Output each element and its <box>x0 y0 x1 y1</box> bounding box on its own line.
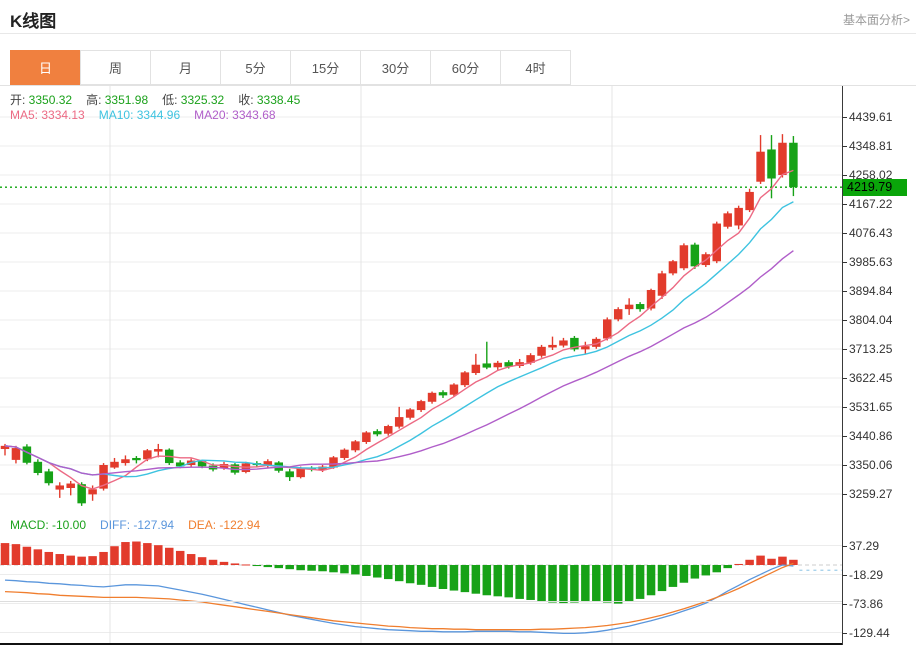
y-axis-tick <box>842 320 847 321</box>
fundamental-analysis-link[interactable]: 基本面分析> <box>842 13 910 27</box>
y-axis-label: -73.86 <box>849 596 884 611</box>
y-axis-label: -129.44 <box>849 625 890 640</box>
low-readout: 低: 3325.32 <box>162 93 225 107</box>
macd-chart <box>0 515 842 645</box>
y-axis-label: 3350.06 <box>849 458 893 472</box>
tabbar-underline <box>0 85 916 86</box>
close-readout: 收: 3338.45 <box>238 93 301 107</box>
tab-30min[interactable]: 30分 <box>360 50 431 85</box>
y-axis-label: 3440.86 <box>849 429 893 443</box>
ma10-readout: MA10: 3344.96 <box>98 108 181 122</box>
y-axis-tick <box>842 574 847 576</box>
y-axis-label: 4348.81 <box>849 139 893 153</box>
current-price-tag: 4219.79 <box>843 178 907 196</box>
y-axis-tick <box>842 407 847 408</box>
y-axis-tick <box>842 465 847 466</box>
y-axis-label: 3531.65 <box>849 400 893 414</box>
open-readout: 开: 3350.32 <box>10 93 73 107</box>
y-axis-tick <box>842 545 847 547</box>
candlestick-chart <box>0 86 842 515</box>
y-axis-tick <box>842 291 847 292</box>
tab-15min[interactable]: 15分 <box>290 50 361 85</box>
y-axis-label: 3622.45 <box>849 371 893 385</box>
y-axis-tick <box>842 262 847 263</box>
y-axis-tick <box>842 632 847 634</box>
y-axis-tick <box>842 175 847 176</box>
ohlc-info-row: 开: 3350.32 高: 3351.98 低: 3325.32 收: 3338.45 <box>10 91 314 108</box>
y-axis-label: -18.29 <box>849 567 884 582</box>
high-readout: 高: 3351.98 <box>86 93 149 107</box>
y-axis-label: 4439.61 <box>849 110 893 124</box>
y-axis-label: 3985.63 <box>849 255 893 269</box>
y-axis-tick <box>842 349 847 350</box>
ma5-readout: MA5: 3334.13 <box>10 108 85 122</box>
y-axis-tick <box>842 233 847 234</box>
y-axis-label: 4258.02 <box>849 168 893 182</box>
y-axis-tick <box>842 378 847 379</box>
y-axis-label: 37.29 <box>849 538 880 553</box>
y-axis-spine <box>842 86 843 645</box>
y-axis-tick <box>842 494 847 495</box>
y-axis-tick <box>842 436 847 437</box>
y-axis-tick <box>842 603 847 605</box>
y-axis-label: 3259.27 <box>849 487 893 501</box>
tab-month[interactable]: 月 <box>150 50 221 85</box>
macd-info-row: MACD: -10.00 DIFF: -127.94 DEA: -122.94 <box>10 518 274 532</box>
tab-week[interactable]: 周 <box>80 50 151 85</box>
y-axis-label: 3713.25 <box>849 342 893 356</box>
pane-separator <box>0 601 842 602</box>
diff-readout: DIFF: -127.94 <box>100 518 175 532</box>
tab-60min[interactable]: 60分 <box>430 50 501 85</box>
ma-info-row: MA5: 3334.13 MA10: 3344.96 MA20: 3343.68 <box>10 108 290 122</box>
tab-5min[interactable]: 5分 <box>220 50 291 85</box>
page-title: K线图 <box>10 12 57 31</box>
macd-readout: MACD: -10.00 <box>10 518 87 532</box>
y-axis-label: 3894.84 <box>849 284 893 298</box>
y-axis-label: 4076.43 <box>849 226 893 240</box>
chart-bottom-border <box>0 643 842 645</box>
y-axis-tick <box>842 117 847 118</box>
tab-4hour[interactable]: 4时 <box>500 50 571 85</box>
title-divider <box>0 33 916 34</box>
y-axis-tick <box>842 204 847 205</box>
tab-bar: 日周月 5分 15分 30分 60分 4时 <box>10 50 571 85</box>
ma20-readout: MA20: 3343.68 <box>194 108 276 122</box>
y-axis-label: 3804.04 <box>849 313 893 327</box>
y-axis-tick <box>842 146 847 147</box>
chart-area: 开: 3350.32 高: 3351.98 低: 3325.32 收: 3338.45… <box>0 86 842 645</box>
y-axis-label: 4167.22 <box>849 197 893 211</box>
dea-readout: DEA: -122.94 <box>188 518 261 532</box>
tab-day[interactable]: 日 <box>10 50 81 85</box>
